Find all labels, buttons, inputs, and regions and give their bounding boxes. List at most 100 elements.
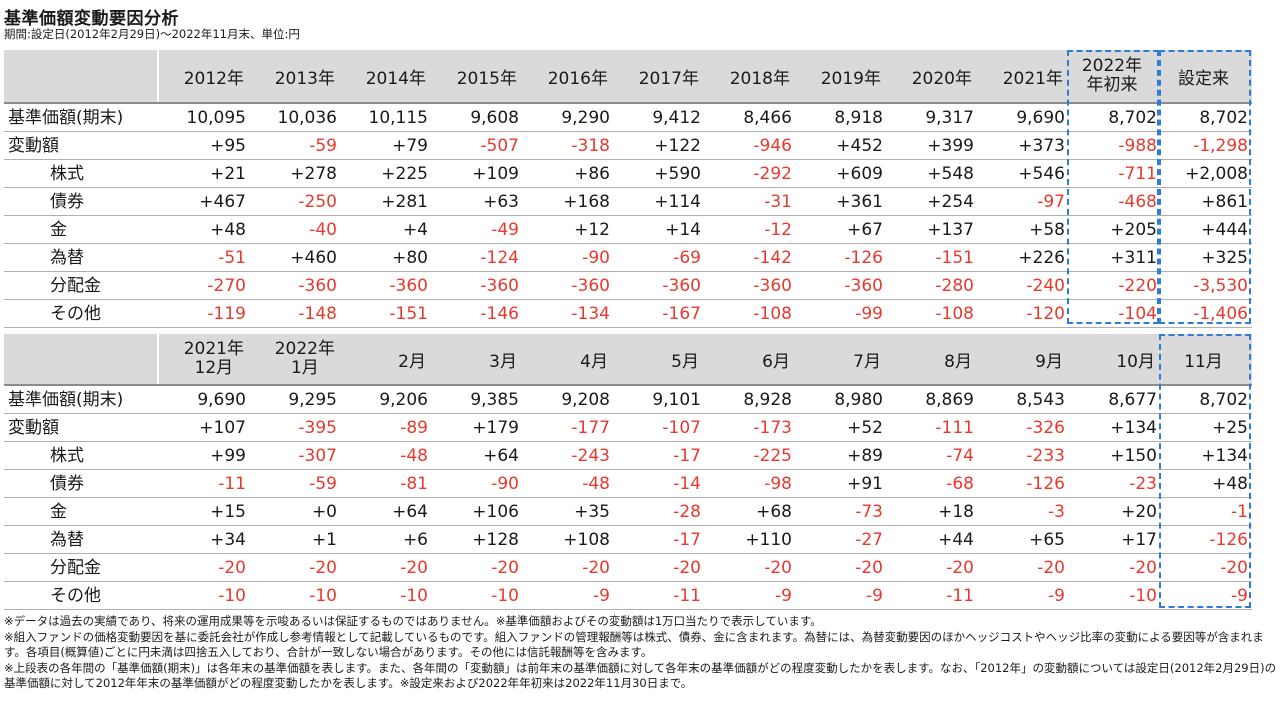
table-cell: -74 <box>887 441 978 470</box>
column-header: 8月 <box>887 334 978 386</box>
column-header: 2019年 <box>796 50 887 104</box>
table-cell: +226 <box>978 243 1069 272</box>
table-cell: +361 <box>796 187 887 216</box>
table-cell: +467 <box>158 187 250 216</box>
column-header: 2014年 <box>341 50 432 104</box>
table-cell: +325 <box>1161 243 1252 272</box>
table-cell: -360 <box>705 271 796 300</box>
table-cell: +278 <box>250 159 341 188</box>
table-row: 変動額 +95 -59 +79 -507 -318 +122 -946 +452 +399 +373… <box>4 131 1252 160</box>
table-cell: +25 <box>1161 413 1252 442</box>
table-cell: 8,677 <box>1069 385 1161 414</box>
column-header: 5月 <box>614 334 705 386</box>
column-header: 7月 <box>796 334 887 386</box>
table-cell: -23 <box>1069 469 1161 498</box>
table-cell: -20 <box>250 553 341 582</box>
row-label: 金 <box>4 497 158 526</box>
table-cell: -11 <box>887 581 978 610</box>
table-cell: -90 <box>432 469 523 498</box>
table-cell: -90 <box>523 243 614 272</box>
table-cell: +12 <box>523 215 614 244</box>
table-cell: -167 <box>614 299 705 328</box>
table-cell: -28 <box>614 497 705 526</box>
row-label: その他 <box>4 581 158 610</box>
table-cell: -468 <box>1069 187 1161 216</box>
table-cell: 9,290 <box>523 103 614 132</box>
table-cell: -1,406 <box>1161 299 1252 328</box>
table-cell: +137 <box>887 215 978 244</box>
table-cell: -233 <box>978 441 1069 470</box>
table-cell: 8,702 <box>1161 103 1252 132</box>
header-corner <box>4 50 159 104</box>
table-cell: +14 <box>614 215 705 244</box>
table-row: 基準価額(期末) 9,690 9,295 9,206 9,385 9,208 9,101 8,… <box>4 385 1252 414</box>
column-header: 10月 <box>1069 334 1161 386</box>
table-cell: -9 <box>523 581 614 610</box>
column-header: 3月 <box>432 334 523 386</box>
period-subtitle: 期間:設定日(2012年2月29日)～2022年11月末、単位:円 <box>4 27 300 41</box>
table-cell: -81 <box>341 469 432 498</box>
table-cell: +67 <box>796 215 887 244</box>
table-cell: -988 <box>1069 131 1161 160</box>
table-cell: +18 <box>887 497 978 526</box>
table-cell: -395 <box>250 413 341 442</box>
table-cell: +1 <box>250 525 341 554</box>
table-cell: -360 <box>432 271 523 300</box>
page-title: 基準価額変動要因分析 <box>4 9 179 29</box>
table-cell: -126 <box>978 469 1069 498</box>
table-cell: -360 <box>250 271 341 300</box>
table-cell: -59 <box>250 469 341 498</box>
table-cell: -318 <box>523 131 614 160</box>
header-corner <box>4 334 159 386</box>
table-cell: +861 <box>1161 187 1252 216</box>
column-header: 2017年 <box>614 50 705 104</box>
table-cell: +122 <box>614 131 705 160</box>
table-row: その他 -119 -148 -151 -146 -134 -167 -108 -99 -108 -1… <box>4 299 1252 328</box>
table-cell: 8,702 <box>1069 103 1161 132</box>
table-cell: -9 <box>796 581 887 610</box>
table-cell: +128 <box>432 525 523 554</box>
table-cell: -104 <box>1069 299 1161 328</box>
table-cell: +546 <box>978 159 1069 188</box>
table-cell: -10 <box>341 581 432 610</box>
table-cell: -146 <box>432 299 523 328</box>
table-cell: +58 <box>978 215 1069 244</box>
table-cell: 9,208 <box>523 385 614 414</box>
table-cell: -148 <box>250 299 341 328</box>
table-cell: +64 <box>341 497 432 526</box>
table-cell: 10,095 <box>158 103 250 132</box>
table-cell: +254 <box>887 187 978 216</box>
table-cell: -711 <box>1069 159 1161 188</box>
table-cell: -20 <box>523 553 614 582</box>
table-cell: -20 <box>341 553 432 582</box>
table-cell: +95 <box>158 131 250 160</box>
row-label: 基準価額(期末) <box>4 103 158 132</box>
table-cell: 8,980 <box>796 385 887 414</box>
table-cell: -360 <box>796 271 887 300</box>
table-cell: -98 <box>705 469 796 498</box>
table-cell: +86 <box>523 159 614 188</box>
table-cell: -31 <box>705 187 796 216</box>
table-cell: +35 <box>523 497 614 526</box>
table-cell: +52 <box>796 413 887 442</box>
table-cell: -97 <box>978 187 1069 216</box>
table-cell: -20 <box>887 553 978 582</box>
table-cell: +6 <box>341 525 432 554</box>
table-cell: 9,608 <box>432 103 523 132</box>
column-header: 2月 <box>341 334 432 386</box>
table-cell: +444 <box>1161 215 1252 244</box>
table-cell: -20 <box>432 553 523 582</box>
table-cell: +80 <box>341 243 432 272</box>
table-row: 分配金 -270 -360 -360 -360 -360 -360 -360 -360 -280-… <box>4 271 1252 300</box>
column-header: 2016年 <box>523 50 614 104</box>
table-cell: -11 <box>614 581 705 610</box>
table-cell: +452 <box>796 131 887 160</box>
footnote: ※上段表の各年間の「基準価額(期末)」は各年末の基準価額を表します。また、各年間… <box>4 660 1277 691</box>
table-cell: -507 <box>432 131 523 160</box>
table-cell: -17 <box>614 525 705 554</box>
table-cell: -173 <box>705 413 796 442</box>
row-label: 変動額 <box>4 131 158 160</box>
table-cell: 10,115 <box>341 103 432 132</box>
column-header: 11月 <box>1161 334 1252 386</box>
table-cell: +4 <box>341 215 432 244</box>
